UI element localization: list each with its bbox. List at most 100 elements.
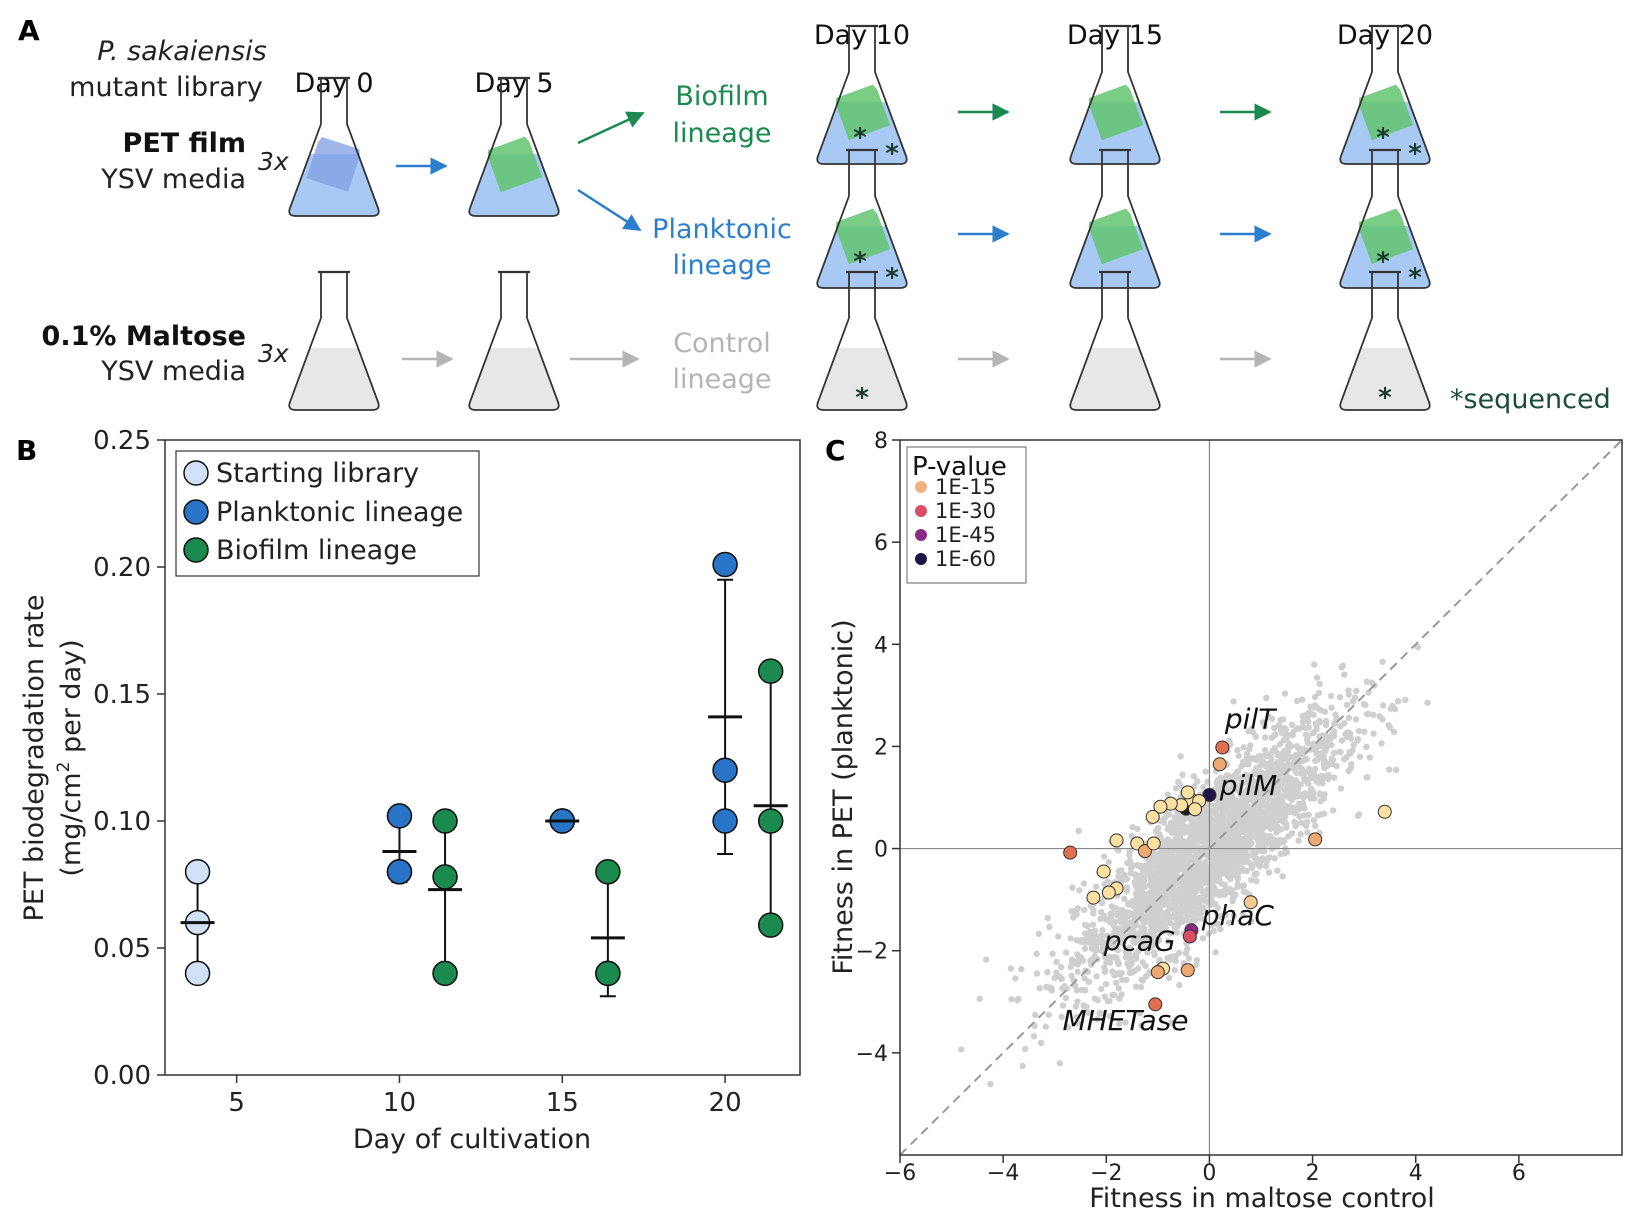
background-gene-point [1317,798,1324,805]
ylabel-units-pre: (mg/cm [56,772,87,876]
pet-film [1356,207,1414,265]
background-gene-point [1188,816,1195,823]
flask-11 [1069,270,1161,411]
background-gene-point [1370,711,1377,719]
background-gene-point [1214,821,1221,828]
background-gene-point [1171,907,1178,915]
background-gene-point [1248,918,1255,925]
background-gene-point [1183,945,1191,953]
background-gene-point [1263,694,1270,702]
control-line1: Control [673,328,771,359]
biofilm-lineage-label-2: lineage [672,118,771,149]
background-gene-point [1172,952,1179,960]
background-gene-point [1233,798,1240,806]
background-gene-point [1286,803,1294,810]
background-gene-point [1080,880,1088,887]
background-gene-point [1229,780,1236,788]
background-gene-point [1209,816,1216,824]
biofilm-line1: Biofilm [675,81,768,112]
background-gene-point [1074,905,1082,912]
panel-b-label: B [16,434,37,467]
background-gene-point [1273,824,1280,831]
background-gene-point [1308,785,1315,793]
background-gene-point [1222,911,1229,919]
background-gene-point [1231,771,1239,778]
background-gene-point [1032,1011,1039,1019]
background-gene-point [1132,983,1140,990]
background-gene-point [1289,793,1297,800]
background-gene-point [1331,720,1338,728]
flask-outline [468,271,560,411]
sequenced-star-0: * [853,247,867,277]
background-gene-point [1030,1033,1038,1040]
control-lineage-label: Control [673,328,771,359]
background-gene-point [1255,847,1262,854]
background-gene-point [1116,932,1124,939]
data-point-s2-g0-p2 [432,960,458,987]
background-gene-point [1086,928,1094,936]
background-gene-point [1230,830,1238,837]
background-gene-point [1253,860,1260,867]
background-gene-point [1254,753,1262,760]
significant-gene-point-1 [1212,757,1227,772]
background-gene-point [1176,885,1184,893]
background-gene-point [1317,706,1324,714]
background-gene-point [1295,751,1303,759]
background-gene-point [1234,839,1242,846]
background-gene-point [1245,758,1252,766]
data-point-s2-g2-p2 [757,912,784,938]
panel-b-marks [180,551,788,998]
background-gene-point [1155,937,1162,944]
panel-c-chart: C pilT pilM phaC pcaG MHETase −6 −4 −2 0 2 4 6 −4 −2… [825,429,1623,1214]
background-gene-point [1241,853,1249,860]
background-gene-point [1330,749,1338,757]
background-gene-point [1097,908,1105,916]
background-gene-point [1145,856,1153,863]
background-gene-point [1134,825,1141,833]
background-gene-point [1126,949,1133,957]
background-gene-point [1394,698,1402,705]
background-gene-point [1156,957,1163,964]
background-gene-point [1194,833,1202,840]
background-gene-point [1228,809,1236,817]
background-gene-point [1363,743,1370,751]
background-gene-point [1176,812,1184,819]
background-gene-point [1365,689,1372,696]
background-gene-point [1302,731,1310,739]
background-gene-point [1281,690,1289,697]
background-gene-point [1281,850,1288,857]
background-gene-point [1286,762,1293,769]
background-gene-point [1199,894,1206,901]
background-gene-point [1033,970,1041,977]
background-gene-point [1253,769,1260,776]
background-gene-point [1212,949,1219,956]
panel-b-ticks: 5 10 15 20 0.00 0.05 0.10 0.15 0.20 0.25 [93,426,742,1118]
flask-0 [288,76,380,217]
background-gene-point [1376,713,1383,720]
control-lineage-label-2: lineage [672,364,771,395]
background-gene-point [1245,789,1252,796]
flask-6 [1069,148,1161,289]
background-gene-point [1171,814,1179,821]
sequenced-note: *sequenced [1450,384,1611,415]
background-gene-point [1101,968,1108,975]
background-gene-point [1235,868,1243,875]
significant-gene-point-19 [1096,864,1111,879]
panel-b-chart: B 5 10 15 20 0.00 0.05 0.10 0.15 0.20 0.25 Day of… [16,426,801,1155]
flask-outline [816,271,908,411]
background-gene-point [1193,956,1201,964]
background-gene-point [1338,664,1345,671]
background-gene-point [1275,722,1283,729]
significant-gene-point-12 [1377,804,1392,819]
planktonic-lineage-label-2: lineage [672,250,771,281]
background-gene-point [1155,860,1162,867]
background-gene-point [1127,944,1135,952]
background-gene-point [1363,678,1371,685]
background-gene-point [1264,794,1271,801]
significant-gene-point-22 [1086,890,1101,905]
background-gene-point [1323,772,1331,779]
background-gene-point [1248,864,1256,872]
significant-gene-point-8 [1187,802,1202,817]
background-gene-point [1243,867,1251,875]
